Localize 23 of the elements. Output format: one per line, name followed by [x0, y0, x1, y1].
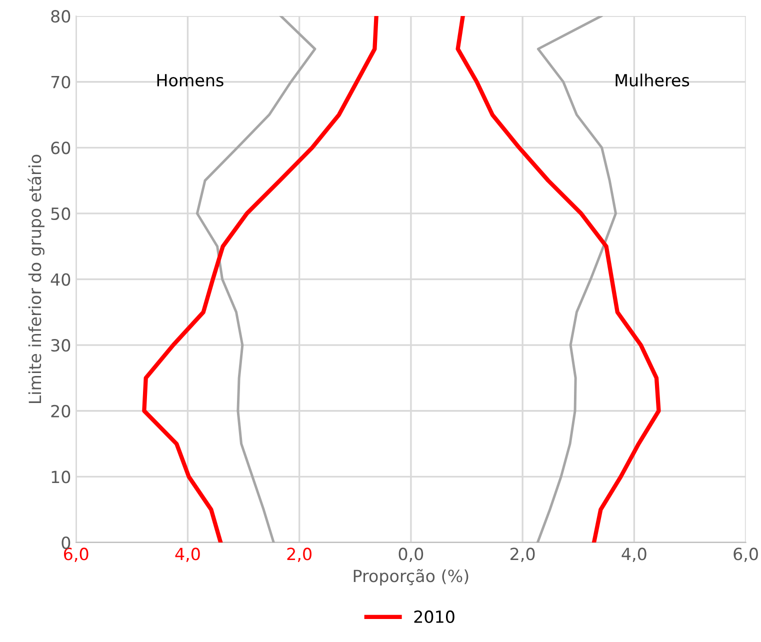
y-tick-label: 20	[51, 404, 70, 418]
x-axis-title: Proporção (%)	[354, 569, 468, 586]
annotation: Mulheres	[616, 74, 690, 87]
y-tick-label: 70	[51, 76, 70, 88]
line-series	[536, 16, 617, 542]
y-tick-label: 30	[51, 339, 70, 352]
y-tick-label: 10	[52, 470, 70, 484]
line-series	[142, 16, 378, 542]
x-tick-label: 4,0	[622, 548, 646, 562]
y-tick-label: 60	[51, 142, 70, 154]
y-axis-title: Limite inferior do grupo etário	[28, 154, 44, 404]
y-tick-label: 0	[62, 536, 70, 550]
y-tick-label: 40	[50, 273, 70, 286]
x-tick-label: 4,0	[175, 548, 200, 562]
x-tick-label: 2,0	[287, 548, 312, 562]
x-tick-label: 0,0	[398, 548, 424, 562]
x-tick-label: 6,0	[64, 548, 88, 562]
legend-label: 2010	[414, 610, 454, 624]
x-tick-label: 6,0	[734, 548, 758, 562]
y-tick-label: 50	[51, 207, 70, 220]
annotation: Homens	[157, 74, 224, 87]
x-tick-label: 2,0	[510, 548, 535, 562]
y-tick-label: 80	[51, 10, 70, 23]
